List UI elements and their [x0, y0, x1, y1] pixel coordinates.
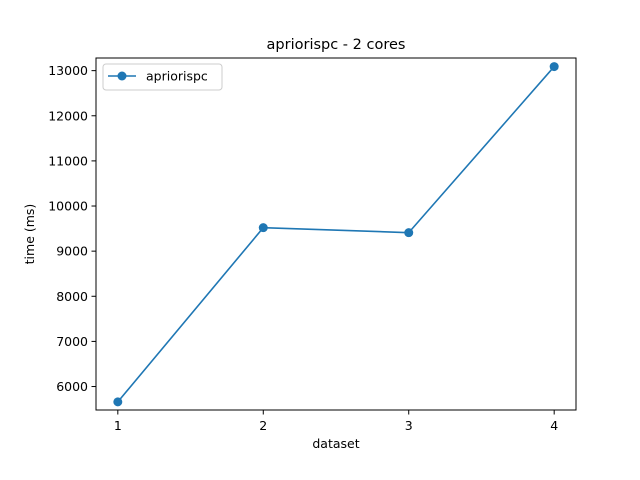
x-tick-label: 2	[259, 418, 267, 433]
y-tick-label: 6000	[56, 379, 88, 394]
legend: apriorispc	[102, 63, 223, 91]
data-point	[113, 397, 123, 407]
legend-marker-swatch	[117, 71, 127, 81]
y-tick-label: 12000	[48, 108, 88, 123]
y-tick-label: 9000	[56, 244, 88, 259]
x-tick-label: 3	[405, 418, 413, 433]
y-tick-label: 8000	[56, 289, 88, 304]
y-tick-label: 10000	[48, 199, 88, 214]
data-point	[549, 62, 559, 72]
y-tick-label: 7000	[56, 334, 88, 349]
x-axis-label: dataset	[312, 436, 359, 451]
y-tick-label: 11000	[48, 153, 88, 168]
y-tick-label: 13000	[48, 63, 88, 78]
data-point	[404, 228, 414, 238]
data-point	[258, 223, 268, 233]
x-tick-label: 4	[550, 418, 558, 433]
x-tick-label: 1	[114, 418, 122, 433]
legend-box	[102, 63, 223, 91]
axes-frame	[95, 57, 577, 411]
chart-title: apriorispc - 2 cores	[267, 37, 406, 53]
series-line	[117, 66, 555, 403]
y-axis-label: time (ms)	[22, 204, 37, 265]
legend-label: apriorispc	[146, 69, 208, 84]
